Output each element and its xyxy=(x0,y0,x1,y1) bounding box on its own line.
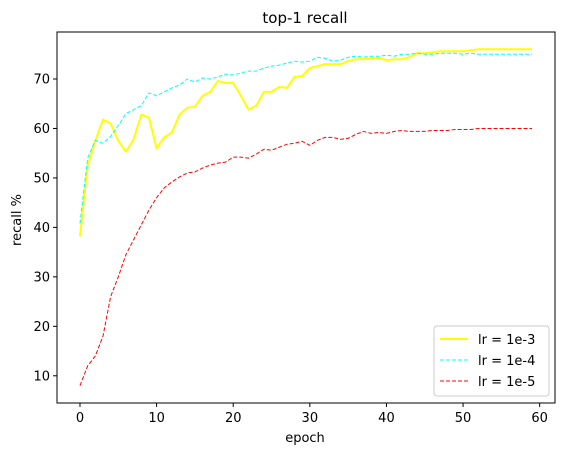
legend-box xyxy=(433,325,550,397)
plot-area xyxy=(78,48,533,386)
x-tick-label: 20 xyxy=(225,411,242,426)
chart-title: top-1 recall xyxy=(262,9,347,27)
y-tick-label: 70 xyxy=(33,72,50,87)
axes-frame xyxy=(56,31,556,404)
series-line-2 xyxy=(79,52,533,224)
legend-label-3: lr = 1e-5 xyxy=(478,375,535,390)
x-tick-label: 50 xyxy=(455,411,472,426)
legend-label-2: lr = 1e-4 xyxy=(478,354,535,369)
y-tick-label: 40 xyxy=(33,221,50,236)
x-tick-label: 0 xyxy=(76,411,84,426)
series-line-1 xyxy=(78,48,533,237)
y-tick-label: 10 xyxy=(33,369,50,384)
y-tick-label: 60 xyxy=(33,122,50,137)
y-tick-label: 50 xyxy=(33,171,50,186)
x-tick-label: 60 xyxy=(531,411,548,426)
axes: 0 10 20 30 40 50 60 10 20 30 40 50 60 70 xyxy=(33,31,556,426)
legend: lr = 1e-3 lr = 1e-4 lr = 1e-5 xyxy=(433,325,550,397)
y-tick-label: 20 xyxy=(33,320,50,335)
x-tick-label: 30 xyxy=(302,411,319,426)
y-tick-label: 30 xyxy=(33,270,50,285)
legend-label-1: lr = 1e-3 xyxy=(478,333,535,348)
y-axis-label: recall % xyxy=(10,194,25,246)
x-tick-label: 10 xyxy=(148,411,165,426)
x-tick-label: 40 xyxy=(378,411,395,426)
x-axis-label: epoch xyxy=(285,431,325,446)
